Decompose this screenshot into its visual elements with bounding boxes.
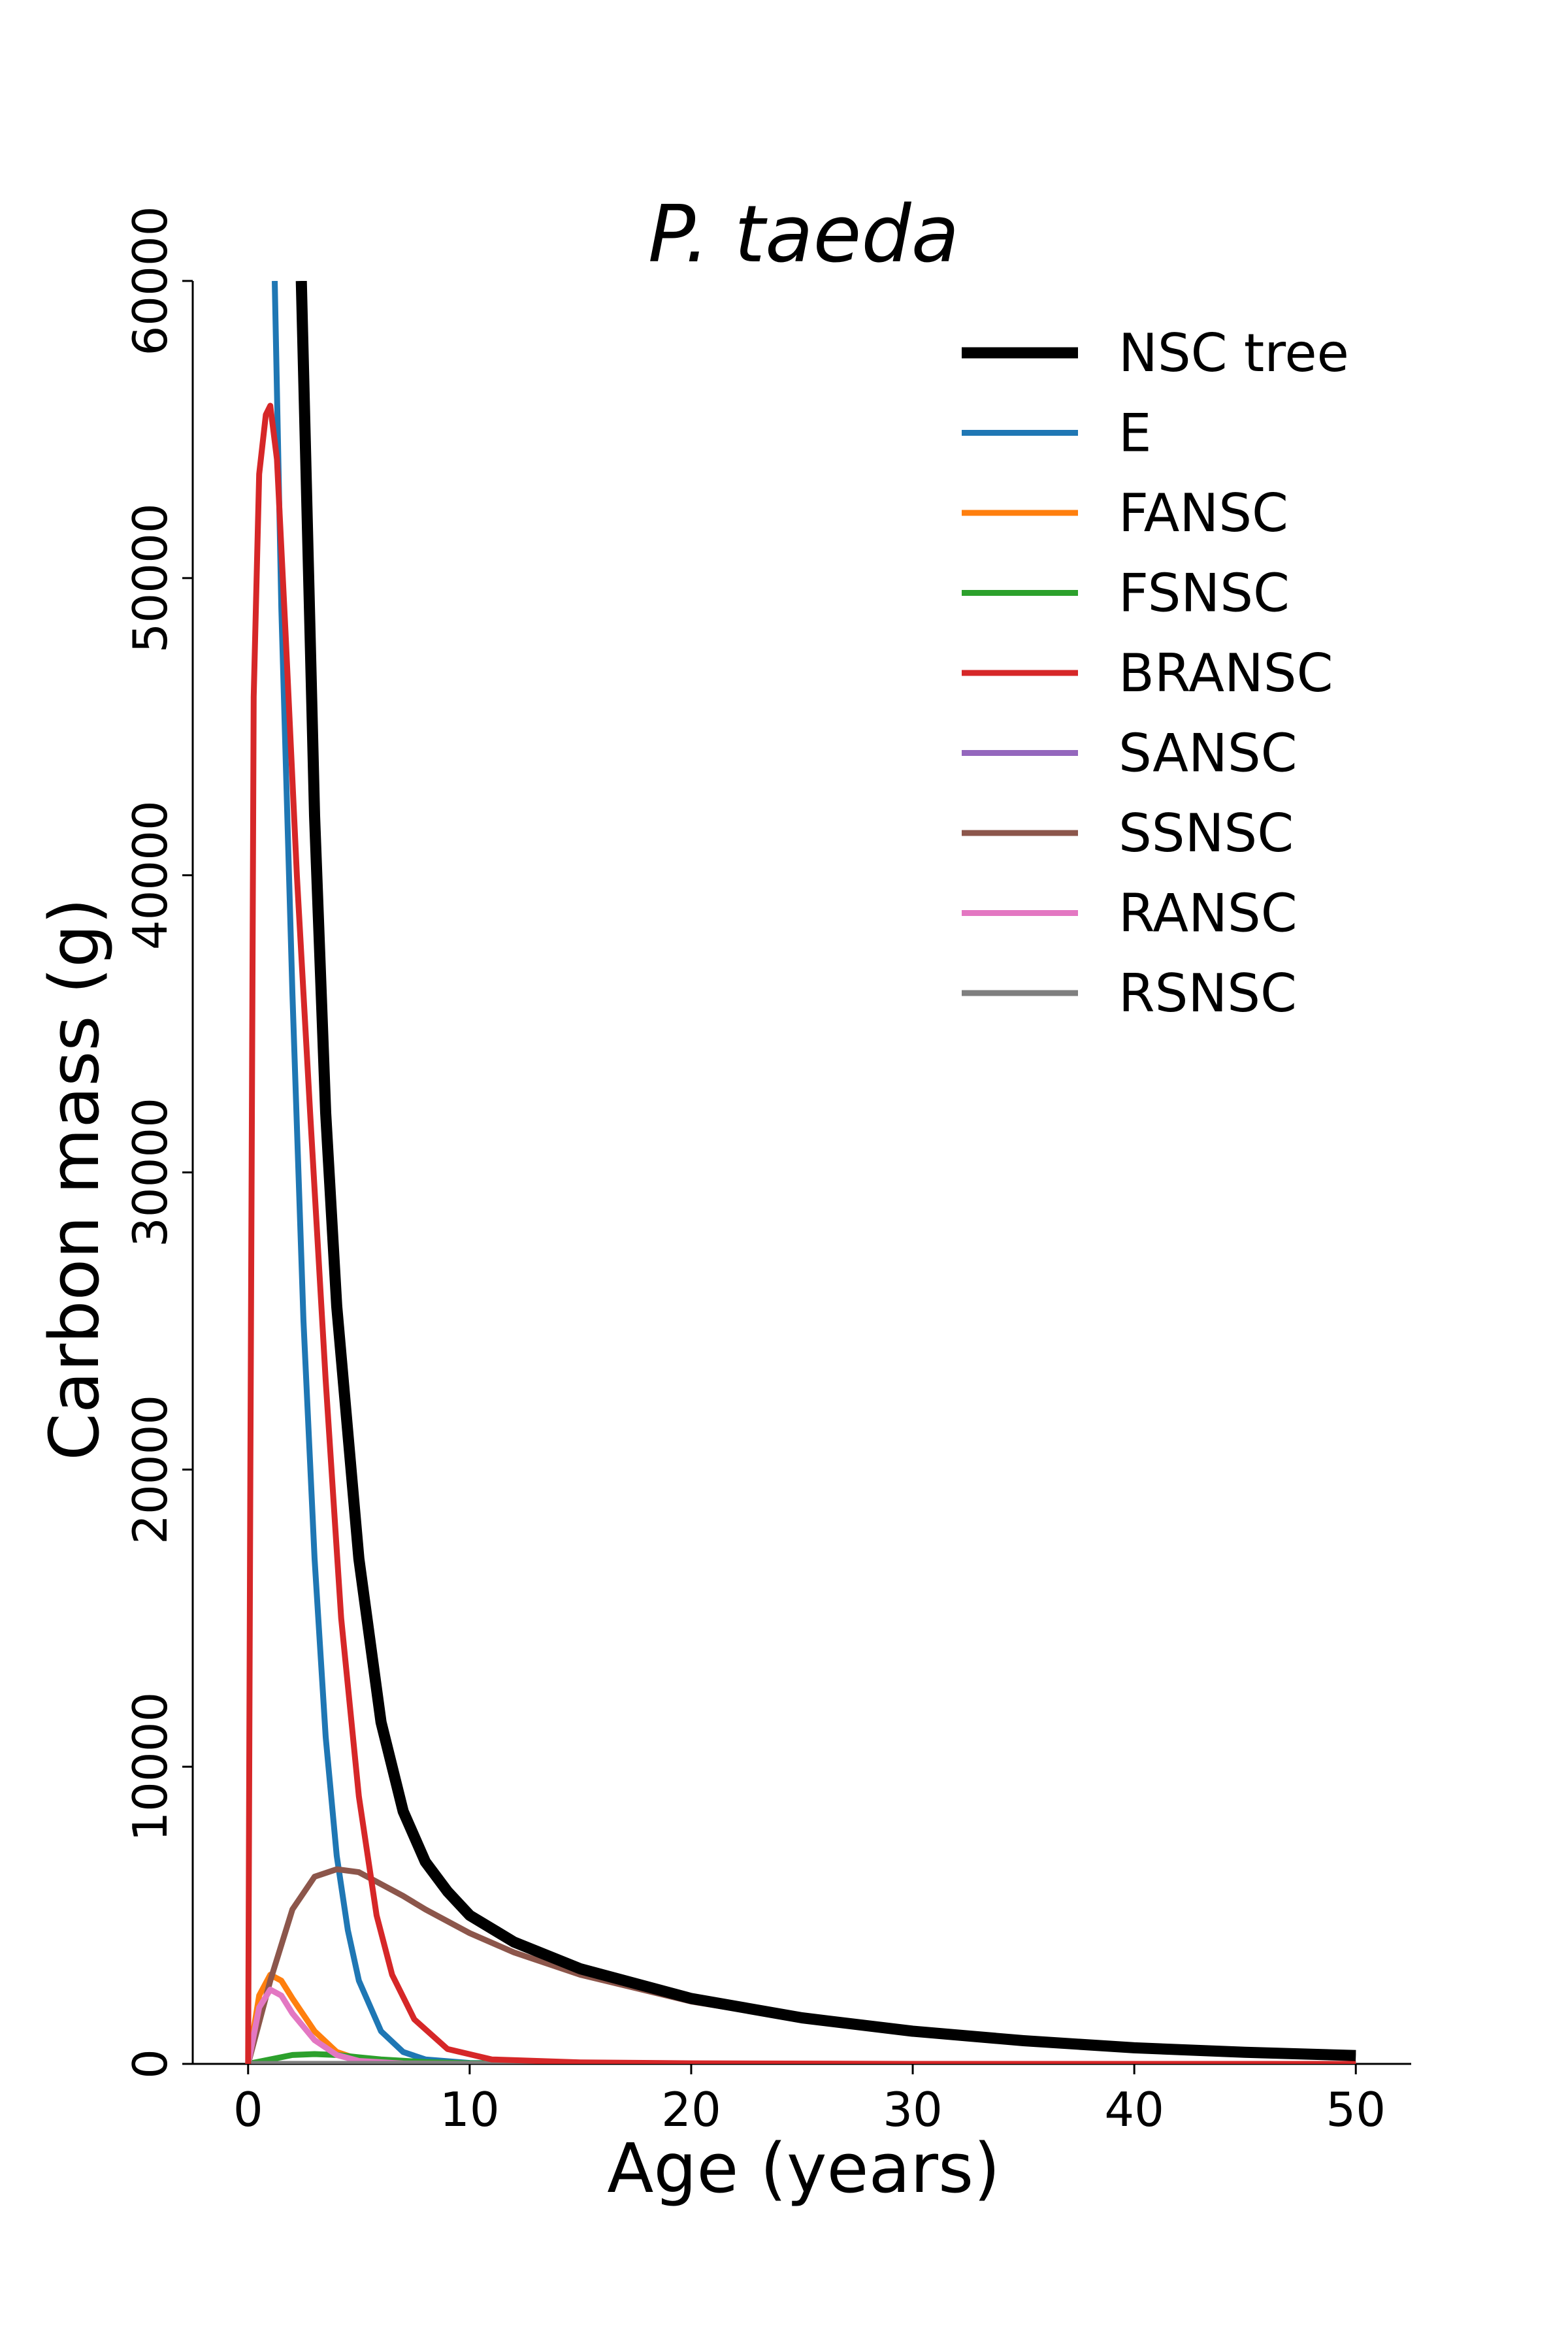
y-axis-title: Carbon mass (g) [35, 898, 114, 1460]
chart-title: P. taeda [648, 189, 959, 280]
y-tick-label: 10000 [123, 1692, 178, 1842]
y-tick-label: 50000 [123, 503, 178, 653]
legend-label: FSNSC [1119, 563, 1290, 624]
x-axis-title: Age (years) [607, 2129, 1000, 2208]
legend: NSC tree E FANSC FSNSC BRANSC SANSC SSNSC RANSC… [962, 323, 1349, 1024]
x-tick-label: 0 [233, 2082, 263, 2137]
y-tick-label: 30000 [123, 1098, 178, 1247]
x-tick-label: 50 [1326, 2082, 1386, 2137]
x-tick-label: 20 [661, 2082, 721, 2137]
x-tick-label: 30 [883, 2082, 943, 2137]
y-tick-label: 0 [123, 2049, 178, 2079]
legend-label: BRANSC [1119, 643, 1333, 704]
legend-label: FANSC [1119, 483, 1288, 544]
y-axis: 0 10000 20000 30000 40000 50000 60000 [123, 206, 194, 2079]
x-axis: 0 10 20 30 40 50 [193, 2063, 1411, 2137]
series-line-nsc-tree [295, 281, 1356, 2061]
legend-label: RSNSC [1119, 963, 1297, 1024]
series-line-e [272, 281, 1356, 2064]
y-tick-label: 40000 [123, 800, 178, 950]
legend-label: RANSC [1119, 883, 1298, 944]
x-tick-label: 10 [440, 2082, 500, 2137]
legend-label: SSNSC [1119, 803, 1294, 864]
series-line-ssnsc [245, 1866, 1356, 2064]
series-line-bransc [245, 402, 1356, 2064]
x-tick-label: 40 [1104, 2082, 1164, 2137]
legend-label: E [1119, 403, 1152, 464]
y-tick-label: 60000 [123, 206, 178, 355]
series-layer [245, 281, 1356, 2064]
legend-label: NSC tree [1119, 323, 1349, 384]
y-tick-label: 20000 [123, 1395, 178, 1544]
legend-label: SANSC [1119, 723, 1297, 784]
